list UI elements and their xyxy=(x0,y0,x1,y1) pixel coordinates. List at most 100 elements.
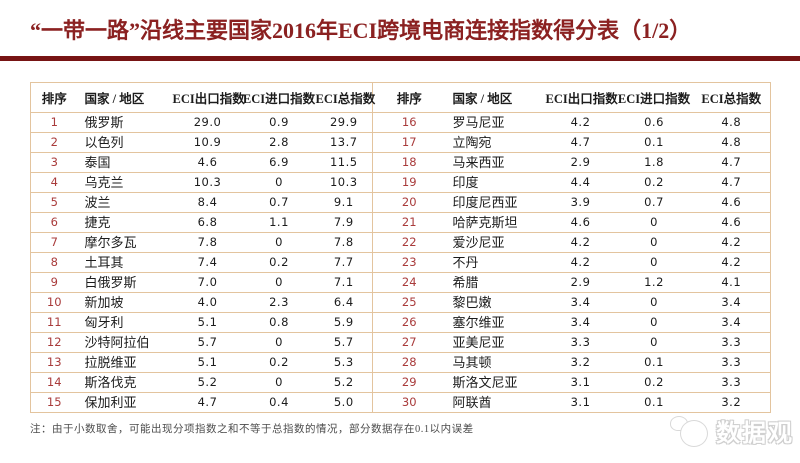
rank-cell: 30 xyxy=(372,392,446,413)
page-title: “一带一路”沿线主要国家2016年ECI跨境电商连接指数得分表（1/2） xyxy=(30,18,692,43)
table-row: 6 捷克 6.8 1.1 7.9 21 哈萨克斯坦 4.6 0 4.6 xyxy=(30,212,771,233)
rank-cell: 14 xyxy=(30,372,78,393)
import-index-cell: 0 xyxy=(242,172,316,193)
import-index-cell: 2.8 xyxy=(242,132,316,153)
country-cell: 黎巴嫩 xyxy=(445,292,546,313)
table-row: 4 乌克兰 10.3 0 10.3 19 印度 4.4 0.2 4.7 xyxy=(30,172,771,193)
total-index-cell: 5.7 xyxy=(315,332,373,353)
total-index-cell: 3.3 xyxy=(692,332,771,353)
total-index-cell: 4.6 xyxy=(692,192,771,213)
table-row: 15 保加利亚 4.7 0.4 5.0 30 阿联酋 3.1 0.1 3.2 xyxy=(30,392,771,413)
table-row: 14 斯洛伐克 5.2 0 5.2 29 斯洛文尼亚 3.1 0.2 3.3 xyxy=(30,372,771,393)
column-header-export: ECI出口指数 xyxy=(545,82,618,113)
total-index-cell: 7.1 xyxy=(315,272,373,293)
total-index-cell: 7.9 xyxy=(315,212,373,233)
export-index-cell: 4.4 xyxy=(545,172,616,193)
country-cell: 以色列 xyxy=(77,132,173,153)
eci-score-table: 排序 国家 / 地区 ECI出口指数 ECI进口指数 ECI总指数 排序 国家 … xyxy=(30,82,771,413)
import-index-cell: 0.1 xyxy=(615,352,693,373)
export-index-cell: 3.9 xyxy=(545,192,616,213)
export-index-cell: 3.4 xyxy=(545,292,616,313)
rank-cell: 10 xyxy=(30,292,78,313)
table-row: 13 拉脱维亚 5.1 0.2 5.3 28 马其顿 3.2 0.1 3.3 xyxy=(30,352,771,373)
column-header-import: ECI进口指数 xyxy=(242,82,316,113)
rank-cell: 19 xyxy=(372,172,446,193)
total-index-cell: 3.3 xyxy=(692,352,771,373)
rank-cell: 18 xyxy=(372,152,446,173)
import-index-cell: 6.9 xyxy=(242,152,316,173)
table-row: 11 匈牙利 5.1 0.8 5.9 26 塞尔维亚 3.4 0 3.4 xyxy=(30,312,771,333)
import-index-cell: 0.1 xyxy=(615,132,693,153)
import-index-cell: 0.1 xyxy=(615,392,693,413)
country-cell: 乌克兰 xyxy=(77,172,173,193)
export-index-cell: 8.4 xyxy=(172,192,243,213)
table-row: 8 土耳其 7.4 0.2 7.7 23 不丹 4.2 0 4.2 xyxy=(30,252,771,273)
country-cell: 立陶宛 xyxy=(445,132,546,153)
table-row: 12 沙特阿拉伯 5.7 0 5.7 27 亚美尼亚 3.3 0 3.3 xyxy=(30,332,771,353)
import-index-cell: 0.7 xyxy=(242,192,316,213)
country-cell: 阿联酋 xyxy=(445,392,546,413)
country-cell: 马来西亚 xyxy=(445,152,546,173)
total-index-cell: 10.3 xyxy=(315,172,373,193)
rank-cell: 3 xyxy=(30,152,78,173)
rank-cell: 17 xyxy=(372,132,446,153)
total-index-cell: 4.2 xyxy=(692,232,771,253)
export-index-cell: 5.1 xyxy=(172,352,243,373)
rank-cell: 8 xyxy=(30,252,78,273)
total-index-cell: 4.1 xyxy=(692,272,771,293)
country-cell: 土耳其 xyxy=(77,252,173,273)
import-index-cell: 0 xyxy=(242,272,316,293)
export-index-cell: 10.3 xyxy=(172,172,243,193)
rank-cell: 1 xyxy=(30,112,78,133)
rank-cell: 21 xyxy=(372,212,446,233)
rank-cell: 2 xyxy=(30,132,78,153)
import-index-cell: 0 xyxy=(615,252,693,273)
total-index-cell: 13.7 xyxy=(315,132,373,153)
total-index-cell: 4.6 xyxy=(692,212,771,233)
import-index-cell: 1.1 xyxy=(242,212,316,233)
total-index-cell: 4.8 xyxy=(692,112,771,133)
column-header-export: ECI出口指数 xyxy=(172,82,245,113)
total-index-cell: 4.2 xyxy=(692,252,771,273)
rank-cell: 22 xyxy=(372,232,446,253)
export-index-cell: 4.0 xyxy=(172,292,243,313)
country-cell: 沙特阿拉伯 xyxy=(77,332,173,353)
import-index-cell: 0.6 xyxy=(615,112,693,133)
export-index-cell: 5.2 xyxy=(172,372,243,393)
total-index-cell: 5.0 xyxy=(315,392,373,413)
rank-cell: 15 xyxy=(30,392,78,413)
import-index-cell: 0 xyxy=(615,312,693,333)
country-cell: 斯洛伐克 xyxy=(77,372,173,393)
export-index-cell: 5.7 xyxy=(172,332,243,353)
column-header-country: 国家 / 地区 xyxy=(77,82,173,113)
rank-cell: 29 xyxy=(372,372,446,393)
import-index-cell: 0.2 xyxy=(615,372,693,393)
header-row: 排序 国家 / 地区 ECI出口指数 ECI进口指数 ECI总指数 排序 国家 … xyxy=(30,82,771,113)
column-header-import: ECI进口指数 xyxy=(615,82,693,113)
rank-cell: 5 xyxy=(30,192,78,213)
country-cell: 印度 xyxy=(445,172,546,193)
column-header-rank: 排序 xyxy=(372,82,446,113)
country-cell: 匈牙利 xyxy=(77,312,173,333)
total-index-cell: 5.3 xyxy=(315,352,373,373)
rank-cell: 28 xyxy=(372,352,446,373)
footnote: 注：由于小数取舍，可能出现分项指数之和不等于总指数的情况，部分数据存在0.1以内… xyxy=(30,424,474,435)
import-index-cell: 1.2 xyxy=(615,272,693,293)
rank-cell: 11 xyxy=(30,312,78,333)
total-index-cell: 7.8 xyxy=(315,232,373,253)
country-cell: 波兰 xyxy=(77,192,173,213)
country-cell: 拉脱维亚 xyxy=(77,352,173,373)
import-index-cell: 0 xyxy=(615,212,693,233)
export-index-cell: 7.4 xyxy=(172,252,243,273)
total-index-cell: 4.7 xyxy=(692,152,771,173)
country-cell: 斯洛文尼亚 xyxy=(445,372,546,393)
import-index-cell: 0.2 xyxy=(242,352,316,373)
table-row: 5 波兰 8.4 0.7 9.1 20 印度尼西亚 3.9 0.7 4.6 xyxy=(30,192,771,213)
country-cell: 爱沙尼亚 xyxy=(445,232,546,253)
import-index-cell: 0.8 xyxy=(242,312,316,333)
import-index-cell: 0 xyxy=(615,332,693,353)
table-row: 1 俄罗斯 29.0 0.9 29.9 16 罗马尼亚 4.2 0.6 4.8 xyxy=(30,112,771,133)
export-index-cell: 6.8 xyxy=(172,212,243,233)
total-index-cell: 11.5 xyxy=(315,152,373,173)
total-index-cell: 3.2 xyxy=(692,392,771,413)
